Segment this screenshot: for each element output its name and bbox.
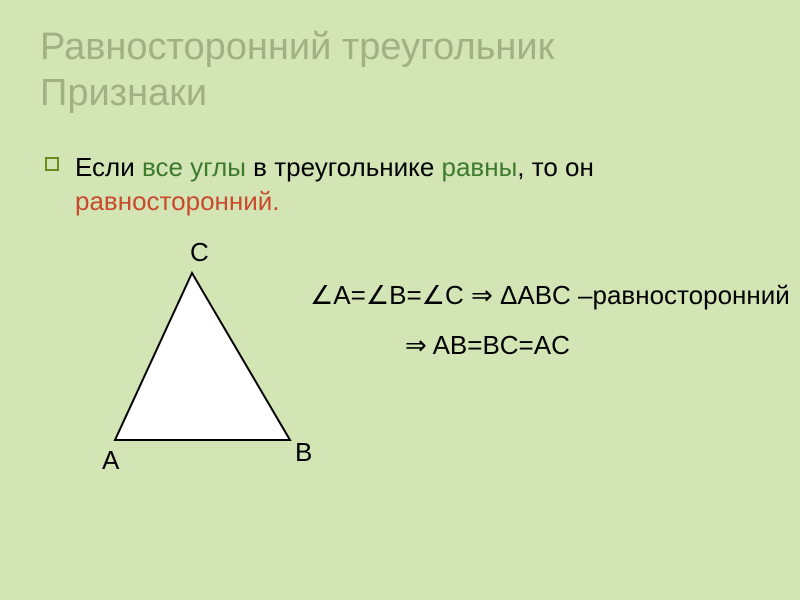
slide-root: Равносторонний треугольник Признаки Если… (0, 0, 800, 600)
title-line1: Равносторонний треугольник (40, 26, 554, 68)
body-text: Если все углы в треугольнике равны, то о… (40, 151, 760, 219)
math-line-1: ∠A=∠B=∠C ⇒ ΔABC –равносторонний (310, 280, 790, 311)
body-seg5: , то он (517, 152, 594, 182)
title-line2: Признаки (40, 72, 207, 114)
vertex-label-a: A (102, 445, 119, 476)
vertex-label-b: B (295, 437, 312, 468)
triangle-diagram: C A B (100, 265, 305, 445)
bullet-icon (45, 157, 59, 171)
triangle-svg (100, 265, 305, 445)
body-seg1: Если (75, 152, 142, 182)
body-seg6: равносторонний. (75, 186, 280, 216)
slide-title: Равносторонний треугольник Признаки (40, 25, 760, 116)
body-seg3: в треугольнике (246, 152, 442, 182)
body-seg2: все углы (142, 152, 246, 182)
vertex-label-c: C (190, 237, 209, 268)
body-seg4: равны (442, 152, 518, 182)
math-line-2: ⇒ AB=BC=AC (405, 330, 570, 361)
